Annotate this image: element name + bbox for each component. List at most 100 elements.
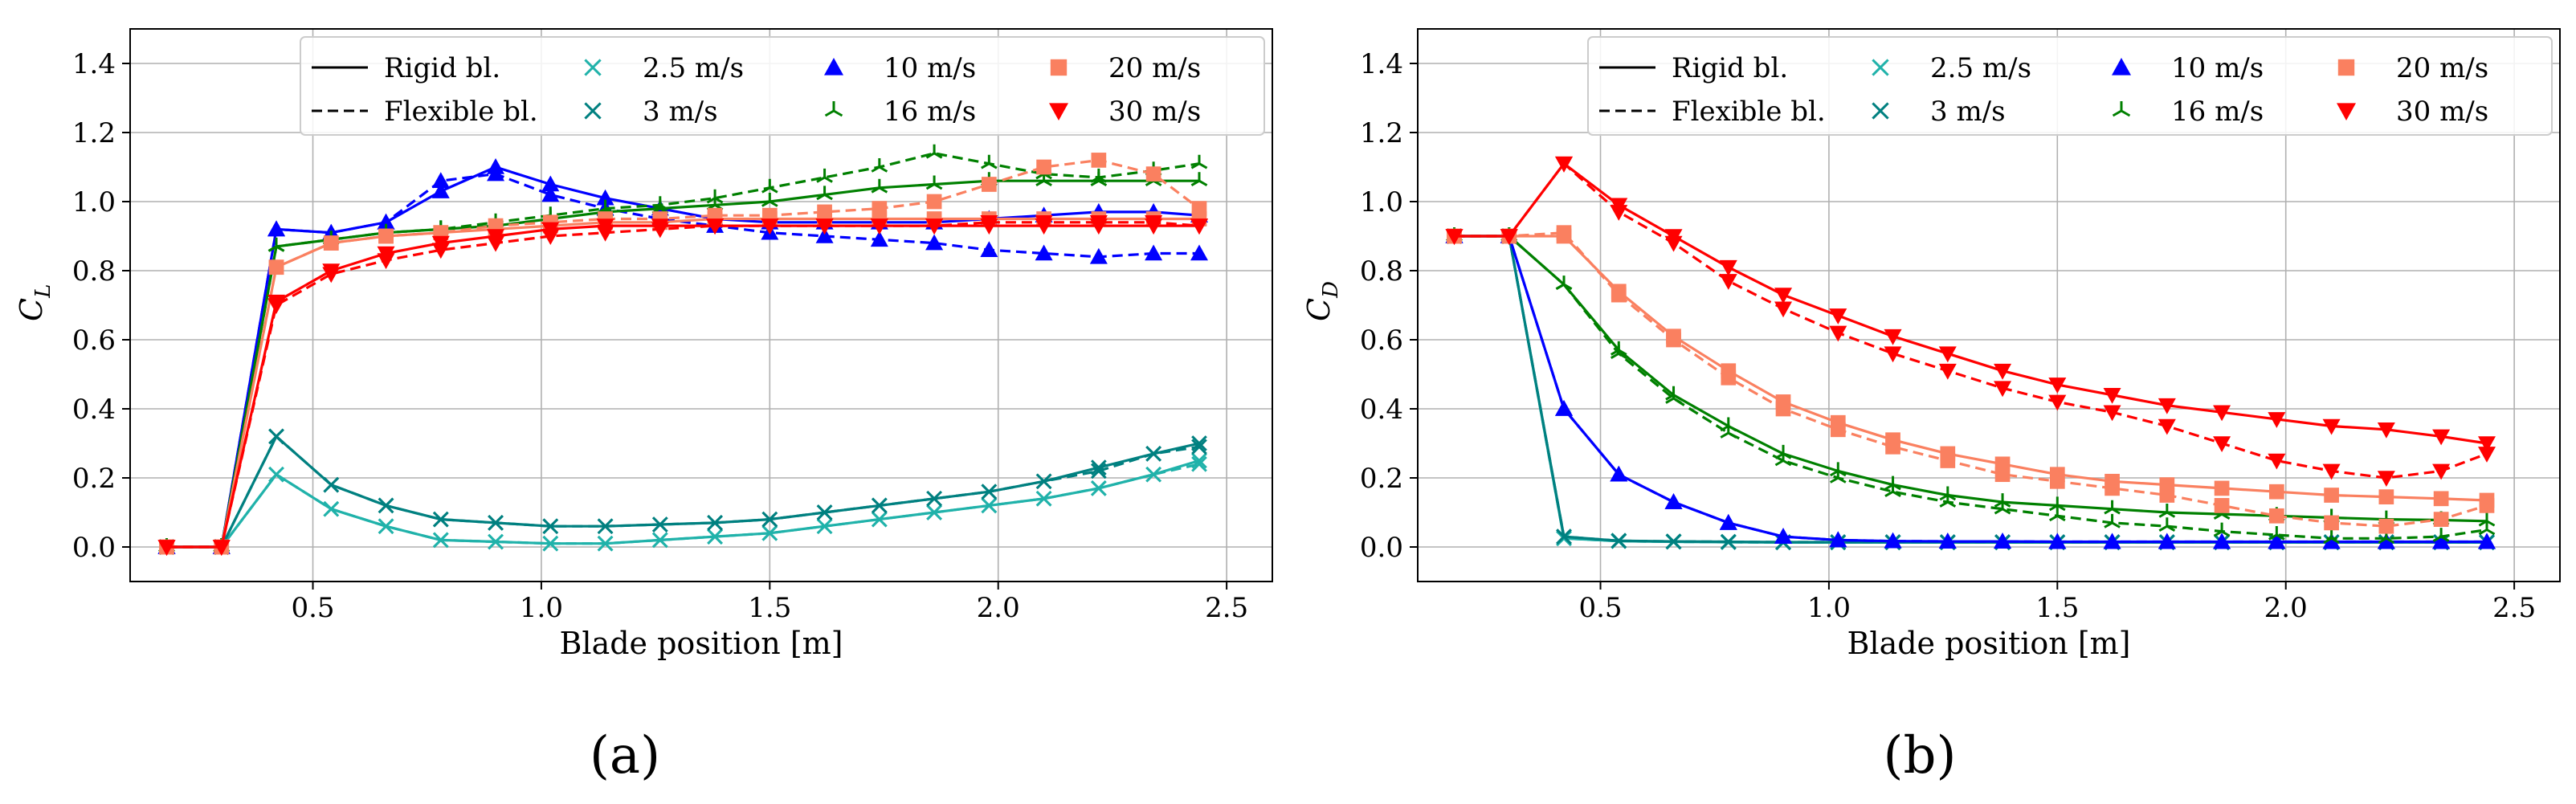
- data-point: [1774, 451, 1792, 467]
- data-point: [2048, 533, 2067, 549]
- series-line: [166, 152, 1200, 549]
- data-point: [2477, 533, 2496, 549]
- data-point: [2158, 504, 2176, 518]
- data-point: [2158, 398, 2176, 414]
- data-point: [378, 518, 394, 535]
- legend-label: 16 m/s: [2171, 96, 2264, 128]
- legend-marker: [2112, 101, 2131, 117]
- legend-marker: [1872, 59, 1889, 76]
- data-point: [1719, 274, 1737, 290]
- data-point: [596, 189, 614, 206]
- data-point: [431, 172, 450, 188]
- data-point: [651, 222, 669, 239]
- data-point: [2158, 533, 2176, 549]
- data-point: [541, 186, 560, 202]
- y-axis-label-main: C: [1301, 298, 1337, 321]
- data-point: [1145, 215, 1163, 231]
- data-point: [1774, 301, 1793, 318]
- data-point: [1500, 229, 1518, 245]
- data-point: [267, 220, 286, 237]
- series-30-m-s-rigid: [1445, 156, 2496, 452]
- data-point: [323, 235, 339, 251]
- data-point: [2104, 513, 2121, 529]
- data-point: [1190, 172, 1208, 187]
- data-point: [816, 186, 833, 201]
- y-axis-label: CL: [14, 284, 55, 321]
- legend-marker: [1050, 59, 1068, 76]
- legend-label: 3 m/s: [643, 96, 718, 128]
- data-point: [1556, 225, 1572, 241]
- data-point: [1190, 218, 1208, 235]
- data-point: [1089, 215, 1108, 231]
- data-point: [1145, 244, 1163, 261]
- data-point: [488, 533, 504, 550]
- data-point: [1720, 533, 1737, 550]
- data-point: [1665, 390, 1682, 404]
- data-point: [378, 228, 394, 244]
- data-point: [980, 215, 998, 231]
- series-line: [1454, 162, 2488, 480]
- data-point: [1884, 346, 1902, 363]
- data-point: [212, 540, 231, 556]
- data-point: [2323, 529, 2340, 545]
- data-point: [2432, 533, 2451, 549]
- data-point: [431, 182, 450, 198]
- data-point: [1090, 463, 1107, 480]
- legend-label: 10 m/s: [884, 52, 976, 84]
- data-point: [2479, 498, 2495, 513]
- data-point: [1555, 156, 1574, 173]
- data-point: [2477, 436, 2496, 452]
- x-tick-label: 1.5: [748, 592, 791, 624]
- y-tick-label: 1.4: [72, 48, 116, 80]
- data-point: [2322, 463, 2341, 480]
- data-point: [2478, 520, 2496, 536]
- data-point: [981, 484, 998, 500]
- data-point: [925, 234, 944, 251]
- data-point: [1774, 528, 1793, 544]
- data-point: [707, 515, 723, 531]
- y-axis-label-subscript: L: [31, 284, 55, 299]
- series-30-m-s-flexible: [157, 215, 1208, 556]
- y-tick-label: 0.0: [72, 532, 116, 564]
- series-10-m-s-flexible: [1445, 227, 2496, 549]
- data-point: [1556, 530, 1572, 547]
- data-point: [926, 194, 942, 210]
- data-point: [2478, 512, 2496, 527]
- data-point: [870, 231, 888, 247]
- series-line: [166, 179, 1199, 549]
- data-point: [870, 218, 888, 235]
- data-point: [2213, 522, 2231, 537]
- data-point: [541, 175, 560, 192]
- data-point: [1940, 453, 1956, 468]
- data-point: [1611, 533, 1627, 549]
- series-line: [166, 463, 1200, 549]
- legend-label: 3 m/s: [1930, 96, 2006, 128]
- data-point: [1035, 490, 1052, 507]
- data-point: [1719, 513, 1737, 530]
- series-line: [1454, 235, 2487, 544]
- data-point: [816, 168, 833, 183]
- y-tick-label: 1.2: [72, 117, 116, 149]
- data-point: [1445, 229, 1464, 245]
- legend-marker: [2337, 59, 2355, 76]
- data-point: [1994, 467, 2011, 483]
- panel-label: (a): [590, 726, 660, 786]
- data-point: [761, 524, 778, 541]
- series-line: [166, 435, 1200, 549]
- data-point: [2477, 447, 2496, 463]
- legend-box: [1587, 36, 2553, 136]
- series-line: [166, 224, 1199, 549]
- legend-label: Rigid bl.: [1672, 52, 1788, 84]
- data-point: [1610, 205, 1628, 221]
- y-tick-label: 0.8: [1360, 255, 1403, 288]
- data-point: [981, 154, 998, 169]
- data-point: [487, 235, 505, 252]
- y-tick-label: 1.4: [1360, 48, 1403, 80]
- series-30-m-s-flexible: [1445, 156, 2496, 487]
- legend-label: 2.5 m/s: [643, 52, 744, 84]
- x-axis-label: Blade position [m]: [559, 626, 843, 661]
- x-tick-label: 0.5: [291, 592, 334, 624]
- data-point: [2377, 533, 2395, 549]
- data-point: [871, 158, 888, 173]
